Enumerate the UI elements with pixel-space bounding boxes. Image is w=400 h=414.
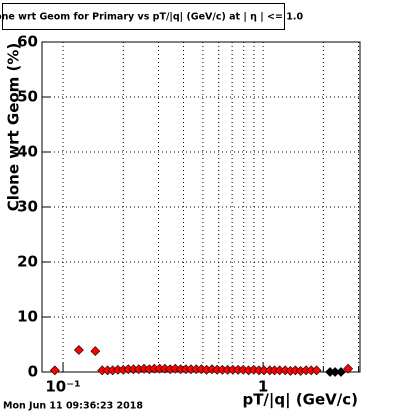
y-tick-label: 10 (17, 308, 38, 326)
timestamp: Mon Jun 11 09:36:23 2018 (3, 401, 143, 412)
y-tick-label: 30 (17, 198, 38, 216)
chart-title: Clone wrt Geom for Primary vs pT/|q| (Ge… (0, 12, 303, 23)
y-tick-label: 0 (28, 363, 38, 381)
data-point (343, 363, 354, 374)
data-point (311, 365, 322, 376)
y-tick-label: 40 (17, 143, 38, 161)
title-box (2, 3, 285, 30)
x-tick-label: 10⁻¹ (45, 378, 80, 396)
x-axis-label: pT/|q| (GeV/c) (242, 391, 358, 410)
y-tick-label: 60 (17, 33, 38, 51)
data-point (336, 367, 346, 377)
x-tick-label: 1 (258, 378, 268, 396)
data-point (90, 346, 101, 357)
data-point (49, 365, 60, 376)
y-tick-label: 20 (17, 253, 38, 271)
data-point (73, 345, 84, 355)
y-axis-label: Clone wrt Geom (%) (5, 43, 23, 212)
y-tick-label: 50 (17, 88, 38, 106)
